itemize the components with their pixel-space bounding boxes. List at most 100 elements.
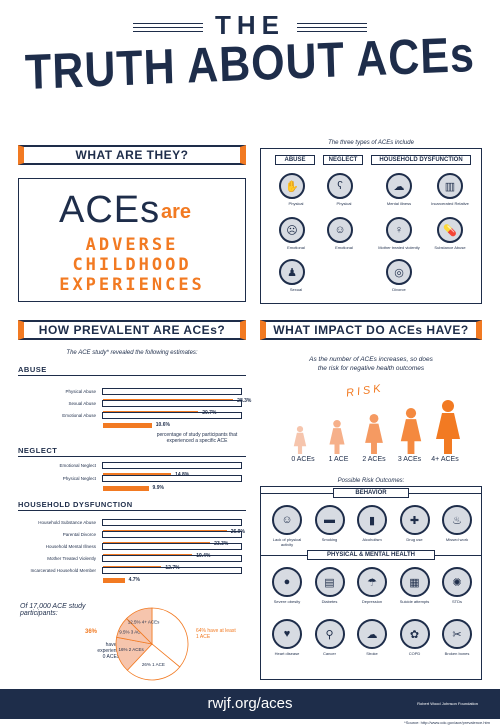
teddy-icon: ʕ	[327, 173, 353, 199]
brain-icon: ☁	[386, 173, 412, 199]
tab-neglect: NEGLECT	[323, 155, 363, 165]
hand-icon: ✋	[279, 173, 305, 199]
risk-level-label: 2 ACEs	[362, 456, 386, 463]
neglect-bars: Emotional Neglect 14.8% Physical Neglect 9.…	[18, 462, 246, 491]
icon-physical-abuse: ✋ Physical	[279, 173, 313, 206]
risk-level-label: 1 ACE	[328, 456, 349, 463]
bar-value: 4.7%	[128, 577, 141, 583]
missed-work-icon: ♨	[442, 505, 472, 535]
smoking-icon: ▬	[314, 505, 345, 535]
pie-slice-label: 9.5% 3 ACEs	[119, 630, 146, 635]
pie-left-pct: 36%	[85, 629, 98, 635]
title-line1: THE	[0, 10, 500, 41]
pie-slice	[125, 607, 153, 645]
pie-slice-label: 16% 2 ACEs	[118, 647, 144, 652]
prevalent-heading: HOW PREVALENT ARE ACEs?	[18, 320, 246, 340]
depression-icon: ☂	[357, 567, 387, 597]
pie-right-note: 64% have at least 1 ACE	[196, 628, 236, 640]
bar-label: Parental Divorce	[62, 532, 96, 537]
risk-figures	[293, 400, 460, 454]
icon-sexual-abuse: ♟ Sexual	[279, 259, 313, 292]
outcomes-panel: BEHAVIOR ☺ Lack of physical activity ▬ Smok…	[260, 486, 482, 680]
risk-figure	[400, 408, 422, 454]
outcome-item: ▦ Suicide attempts	[395, 567, 435, 604]
risk-figure	[365, 414, 383, 454]
bar: 4.7%	[102, 567, 242, 583]
icon-emotional-neglect: ☺ Emotional	[327, 217, 361, 250]
bar-value: 12.7%	[165, 565, 180, 571]
stds-icon: ✺	[442, 567, 472, 597]
behavior-icons: ☺ Lack of physical activity ▬ Smoking ▮ Alcoh…	[267, 505, 477, 547]
bar-value: 20.7%	[202, 410, 217, 416]
icon-emotional-abuse: ☹ Emotional	[279, 217, 313, 250]
outcome-item: ▬ Smoking	[310, 505, 350, 547]
types-panel: ABUSE NEGLECT HOUSEHOLD DYSFUNCTION ✋ Phy…	[260, 148, 482, 304]
outcome-item: ✂ Broken bones	[437, 619, 477, 656]
bar-value: 10.6%	[155, 422, 170, 428]
copd-icon: ✿	[399, 619, 430, 649]
face-icon: ☹	[279, 217, 305, 243]
bar-value: 28.3%	[237, 398, 252, 404]
outcome-item: ▤ Diabetes	[310, 567, 350, 604]
aces-word: ACEs	[59, 189, 161, 231]
pill-icon: 💊	[437, 217, 463, 243]
woman-icon: ♀	[386, 217, 412, 243]
bar-label: Physical Neglect	[62, 476, 96, 481]
risk-levels: 0 ACEs 1 ACE 2 ACEs 3 ACEs 4+ ACEs	[286, 456, 462, 463]
outcome-item: ● Severe obesity	[267, 567, 307, 604]
bar-label: Sexual Abuse	[68, 401, 96, 406]
bar: 20.7%	[102, 400, 242, 416]
bar-value: 23.3%	[214, 541, 229, 547]
outcome-item: ✚ Drug use	[395, 505, 435, 547]
icon-mother-violence: ♀ Mother treated violently	[373, 217, 425, 250]
outcome-item: ☁ Stroke	[352, 619, 392, 656]
types-intro: The three types of ACEs include	[328, 140, 414, 146]
bar-note: percentage of study participants that ex…	[156, 432, 238, 444]
abuse-title: ABUSE	[18, 365, 47, 374]
risk-level-label: 4+ ACEs	[431, 456, 459, 463]
bar-row: Household Substance Abuse 26.9%	[18, 519, 246, 535]
alcoholism-icon: ▮	[357, 505, 387, 535]
suicide-attempts-icon: ▦	[399, 567, 430, 597]
icon-physical-neglect: ʕ Physical	[327, 173, 361, 206]
risk-figure	[436, 400, 460, 454]
neglect-title: NEGLECT	[18, 446, 58, 455]
bar: 28.3%	[102, 388, 251, 404]
footer-url[interactable]: rwjf.org/aces	[207, 695, 293, 712]
icon-incarcerated: ▥ Incarcerated Relative	[427, 173, 473, 206]
pie-slice	[126, 643, 181, 681]
pie-slice	[151, 607, 189, 668]
possible-outcomes: Possible Risk Outcomes:	[337, 478, 405, 484]
bar: 10.6%	[102, 412, 242, 428]
health-title: PHYSICAL & MENTAL HEALTH	[307, 550, 435, 560]
icon-divorce: ◎ Divorce	[379, 259, 419, 292]
diabetes-icon: ▤	[314, 567, 345, 597]
bar-row: Incarcerated Household Member 4.7%	[18, 567, 246, 583]
outcome-item: ⚲ Cancer	[310, 619, 350, 656]
risk-level-label: 3 ACEs	[397, 456, 422, 463]
health-icons-row1: ● Severe obesity ▤ Diabetes ☂ Depression ▦ Suic…	[267, 567, 477, 604]
bar-row: Mother Treated Violently 12.7%	[18, 555, 246, 571]
source-note: *Source: http://www.cdc.gov/ace/prevalen…	[404, 720, 490, 725]
icon-substance-abuse: 💊 Substance Abuse	[427, 217, 473, 250]
prevalent-intro: The ACE study* revealed the following es…	[66, 350, 198, 356]
bar: 12.7%	[102, 555, 242, 571]
bar-row: Emotional Abuse 10.6%	[18, 412, 246, 428]
word-adverse: ADVERSE	[85, 235, 179, 255]
bar-label: Emotional Abuse	[62, 413, 96, 418]
drug-use-icon: ✚	[399, 505, 430, 535]
bar-label: Household Substance Abuse	[38, 520, 96, 525]
impact-intro2: the risk for negative health outcomes	[317, 365, 425, 372]
outcome-item: ♥ Heart disease	[267, 619, 307, 656]
risk-level-label: 0 ACEs	[291, 456, 315, 463]
household-title: HOUSEHOLD DYSFUNCTION	[18, 500, 133, 509]
behavior-title: BEHAVIOR	[333, 488, 409, 498]
footer-logo: Robert Wood Johnson Foundation	[417, 701, 478, 706]
severe-obesity-icon: ●	[272, 567, 302, 597]
person-icon: ♟	[279, 259, 305, 285]
pie-slice-label: 26% 1 ACE	[142, 662, 165, 667]
icon-mental-illness: ☁ Mental illness	[379, 173, 419, 206]
heart-disease-icon: ♥	[272, 619, 302, 649]
bars-icon: ▥	[437, 173, 463, 199]
risk-figure	[293, 426, 307, 454]
